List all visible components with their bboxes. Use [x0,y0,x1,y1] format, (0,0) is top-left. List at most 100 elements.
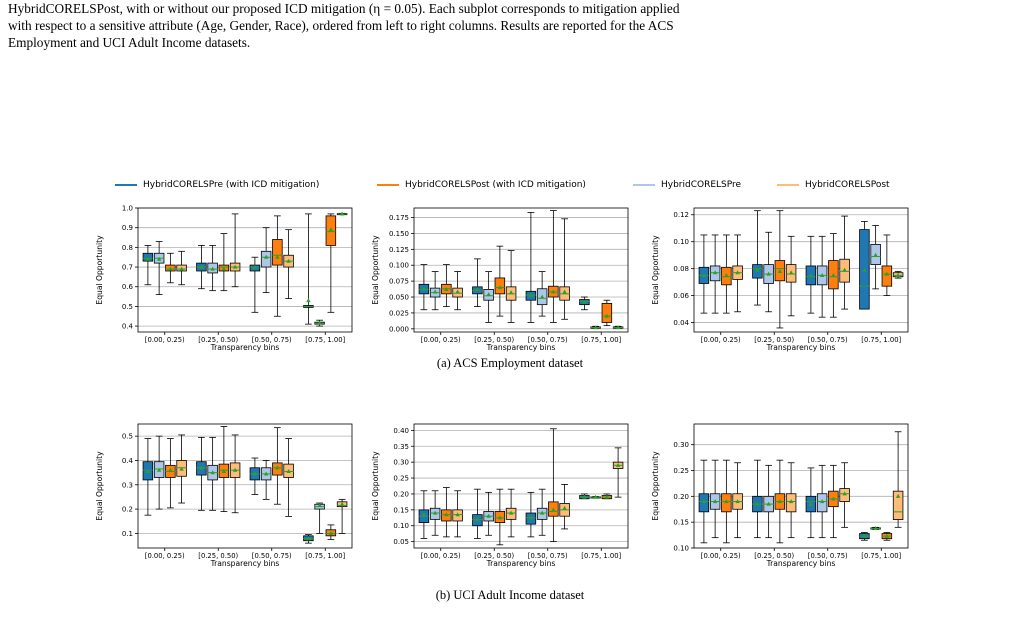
y-tick-label: 0.6 [122,283,134,291]
y-tick-label: 0.7 [122,264,133,272]
mean-marker [873,525,878,530]
legend-item: HybridCORELSPre (with ICD mitigation) [115,180,319,190]
chart-uci-age: 0.1 0.2 0.3 0.4 0.5 [0.00, 0.25) [0.25, 0.50) [… [95,423,353,568]
y-tick-label: 0.30 [393,459,409,467]
mean-marker [701,272,707,277]
x-tick-label: [0.00, 0.25) [421,336,461,344]
legend-label: HybridCORELSPost (with ICD mitigation) [405,180,586,190]
mean-marker [199,465,204,470]
mean-marker [755,501,760,506]
x-tick-label: [0.50, 0.75) [252,552,292,560]
mean-marker [551,289,556,294]
mean-marker [724,499,729,504]
mean-marker [735,270,740,275]
x-tick-label: [0.50, 0.75) [808,336,848,344]
legend-swatch [377,183,399,186]
x-tick-label: [0.25, 0.50) [198,552,238,560]
mean-marker [275,465,280,470]
figure-caption: HybridCORELSPost, with or without our pr… [8,0,1012,51]
mean-marker [615,325,621,330]
mean-marker [455,512,460,517]
mean-marker [306,298,311,303]
y-tick-label: 0.5 [122,303,133,311]
mean-marker [842,267,847,272]
mean-marker [593,325,598,330]
y-axis-label: Equal Opportunity [651,451,660,521]
mean-marker [873,252,878,257]
mean-marker [306,536,311,541]
y-axis-label: Equal Opportunity [371,451,380,521]
x-tick-label: [0.25, 0.50) [474,552,514,560]
mean-marker [432,289,438,294]
y-tick-label: 0.35 [393,443,409,451]
box [260,250,272,268]
legend-swatch [115,183,137,186]
x-tick-label: [0.00, 0.25) [145,552,185,560]
x-axis-label: Transparency bins [486,559,556,568]
mean-marker [232,264,238,269]
mean-marker [432,510,438,515]
mean-marker [444,512,449,517]
chart-acs-race: 0.04 0.06 0.08 0.10 0.12 [0.00, 0.25) [0.25, 0… [651,207,909,352]
y-tick-label: 0.15 [673,519,689,527]
mean-marker [286,258,291,263]
mean-marker [819,272,825,277]
box [601,302,613,323]
y-tick-label: 0.4 [122,323,134,331]
y-tick-label: 0.5 [122,433,133,441]
mean-marker [210,470,215,475]
chart-uci-gender: 0.05 0.10 0.15 0.20 0.25 0.30 0.35 0.40 [0.00, 0… [371,423,629,568]
mean-marker [895,493,901,498]
mean-marker [895,272,901,277]
mean-marker [862,533,867,538]
axes-frame [693,423,909,549]
box [272,239,283,266]
subcaption-a: (a) ACS Employment dataset [436,356,584,370]
y-tick-label: 0.05 [393,538,409,546]
legend-label: HybridCORELSPost [805,180,890,190]
mean-marker [210,266,215,271]
mean-marker [286,469,291,474]
axes-frame [137,207,353,333]
y-tick-label: 0.40 [393,427,409,435]
mean-marker [475,516,480,521]
y-tick-label: 0.1 [122,530,133,538]
x-tick-label: [0.00, 0.25) [701,552,741,560]
mean-marker [862,267,867,272]
mean-marker [593,494,598,499]
mean-marker [766,271,771,276]
mean-marker [328,227,334,232]
legend-label: HybridCORELSPre (with ICD mitigation) [143,180,320,190]
y-axis-label: Equal Opportunity [95,451,104,521]
mean-marker [421,512,427,517]
y-tick-label: 0.08 [673,265,689,273]
y-tick-label: 0.10 [393,522,409,530]
mean-marker [819,499,825,504]
mean-marker [884,533,890,538]
mean-marker [199,264,204,269]
mean-marker [562,505,567,510]
mean-marker [179,266,184,271]
axes-frame [137,423,353,549]
mean-marker [179,466,184,471]
mean-marker [766,501,771,506]
mean-marker [497,515,503,520]
mean-marker [497,285,503,290]
mean-marker [508,290,514,295]
y-tick-label: 0.12 [673,211,689,219]
x-tick-label: [0.50, 0.75) [808,552,848,560]
y-tick-label: 0.075 [389,278,409,286]
mean-marker [221,469,227,474]
mean-marker [444,286,449,291]
mean-marker [145,256,151,261]
mean-marker [735,499,740,504]
x-axis-label: Transparency bins [766,343,836,352]
chart-uci-race: 0.10 0.15 0.20 0.25 0.30 [0.00, 0.25) [0.25, 0… [651,423,909,568]
y-tick-label: 0.20 [673,493,689,501]
mean-marker [831,272,836,277]
mean-marker [339,501,345,506]
x-tick-label: [0.00, 0.25) [421,552,461,560]
mean-marker [831,496,836,501]
caption-line: with respect to a sensitive attribute (A… [8,18,674,33]
y-tick-label: 0.4 [122,457,134,465]
